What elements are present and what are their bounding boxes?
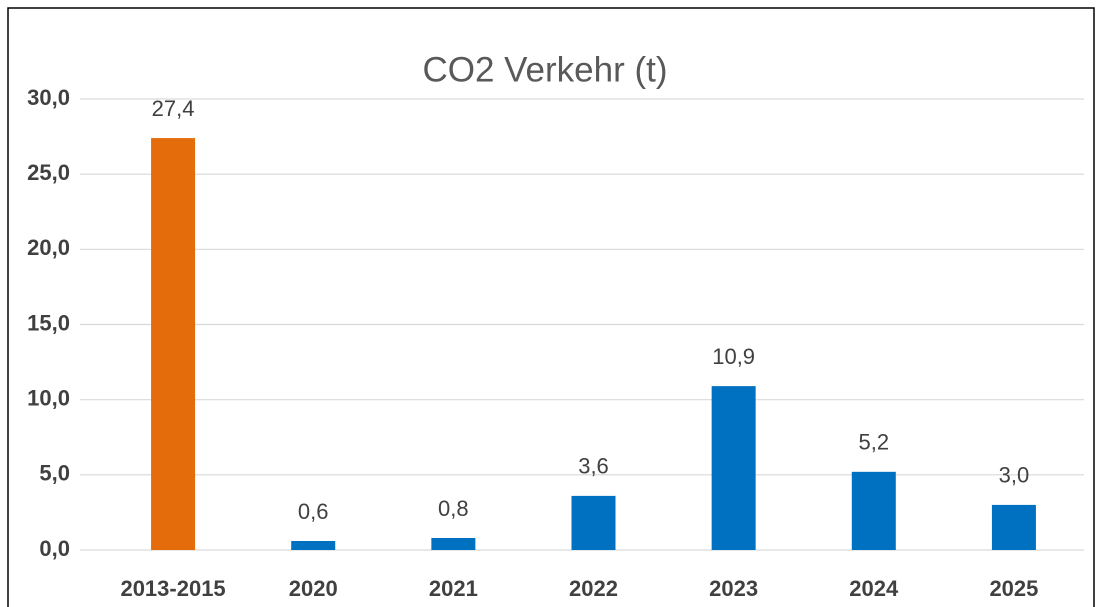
data-label: 27,4 <box>152 96 195 121</box>
y-tick-label: 30,0 <box>27 85 70 110</box>
y-tick-label: 20,0 <box>27 235 70 260</box>
bar <box>291 540 336 550</box>
x-tick-label: 2013-2015 <box>120 576 225 601</box>
y-tick-label: 5,0 <box>39 461 70 486</box>
data-label: 3,6 <box>578 454 609 479</box>
x-tick-label: 2025 <box>989 576 1038 601</box>
bar <box>991 504 1036 550</box>
data-label: 10,9 <box>712 344 755 369</box>
bar <box>431 537 476 550</box>
x-tick-label: 2023 <box>709 576 758 601</box>
y-tick-label: 15,0 <box>27 310 70 335</box>
x-tick-label: 2020 <box>289 576 338 601</box>
x-tick-label: 2022 <box>569 576 618 601</box>
chart-title: CO2 Verkehr (t) <box>422 50 667 89</box>
data-label: 3,0 <box>999 463 1030 488</box>
y-tick-label: 10,0 <box>27 385 70 410</box>
data-label: 0,6 <box>298 499 329 524</box>
bar <box>571 495 616 550</box>
x-tick-label: 2024 <box>849 576 899 601</box>
bar <box>711 386 756 550</box>
x-tick-label: 2021 <box>429 576 478 601</box>
bar <box>151 138 196 550</box>
y-tick-label: 25,0 <box>27 160 70 185</box>
data-label: 0,8 <box>438 496 469 521</box>
bar <box>851 471 896 550</box>
data-label: 5,2 <box>858 430 889 455</box>
y-tick-label: 0,0 <box>39 536 70 561</box>
